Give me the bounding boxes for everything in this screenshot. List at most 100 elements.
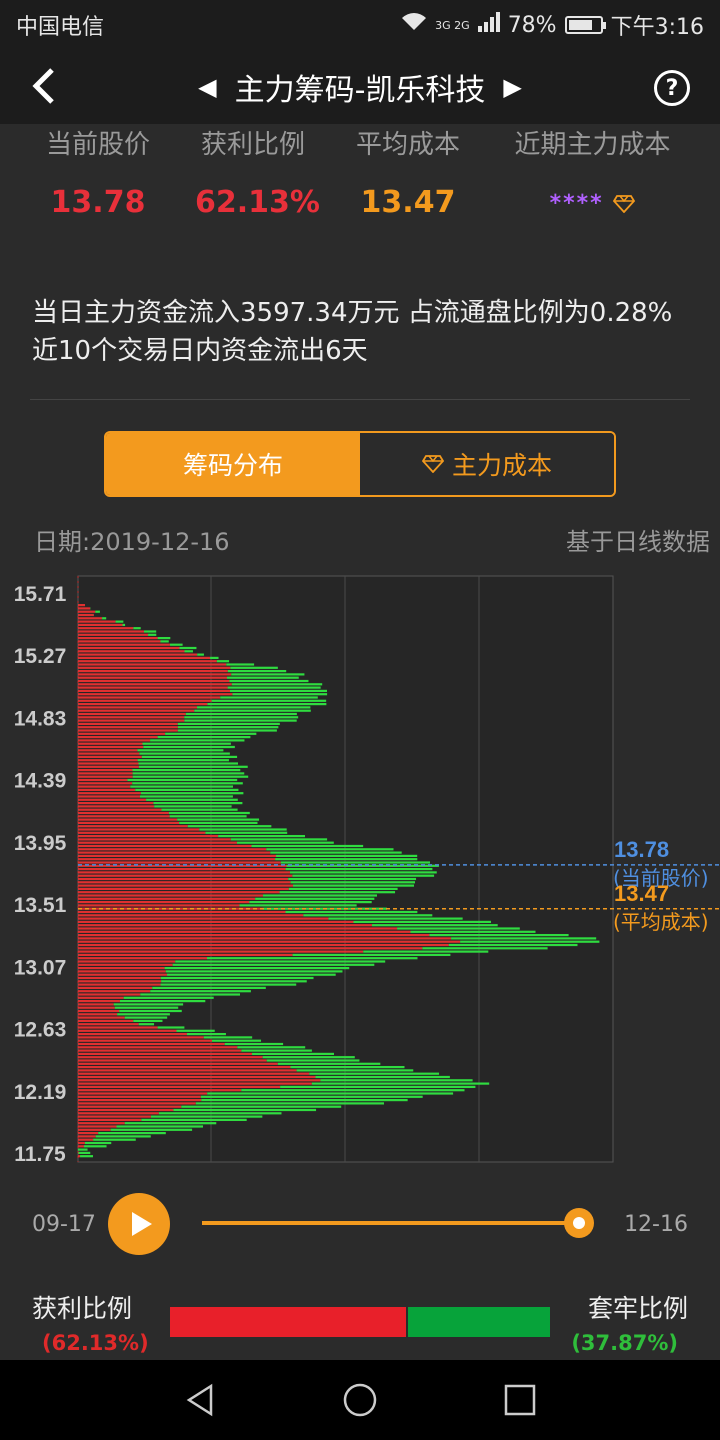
trapped-chip-bar (148, 633, 157, 636)
battery-icon (564, 16, 606, 34)
trapped-chip-bar (270, 851, 402, 854)
stat-value: **** (505, 191, 680, 216)
profit-chip-bar (78, 1132, 99, 1135)
trapped-chip-bar (117, 1013, 170, 1016)
trapped-chip-bar (172, 963, 375, 966)
timeline-end-date: 12-16 (624, 1212, 688, 1237)
profit-chip-bar (78, 1026, 158, 1029)
profit-chip-bar (78, 782, 133, 785)
profit-chip-bar (78, 835, 219, 838)
profit-chip-bar (78, 1095, 201, 1098)
trapped-chip-bar (179, 821, 258, 824)
profit-chip-bar (78, 808, 162, 811)
trapped-chip-bar (181, 1105, 342, 1108)
trapped-chip-bar (84, 1141, 112, 1145)
nav-back-icon[interactable] (183, 1383, 217, 1417)
trapped-chip-bar (132, 769, 241, 772)
status-icons: 3G 2G 78% 下午3:16 (401, 9, 704, 41)
trapped-chip-bar (140, 795, 233, 798)
trapped-chip-bar (241, 1049, 312, 1052)
timeline-slider-handle[interactable] (564, 1208, 594, 1238)
profit-chip-bar (78, 732, 166, 735)
slider-handle-dot (573, 1217, 585, 1229)
help-icon[interactable]: ? (654, 70, 690, 106)
trapped-chip-bar (144, 630, 157, 633)
stat-recent-main-cost[interactable]: 近期主力成本 **** (505, 124, 680, 216)
trapped-chip-bar (177, 818, 260, 821)
profit-chip-bar (78, 749, 138, 752)
play-button[interactable] (108, 1193, 170, 1255)
profit-chip-bar (78, 610, 96, 613)
profit-chip-bar (78, 775, 133, 778)
profit-ratio-label: 获利比例 (32, 1294, 133, 1323)
timeline-slider-track[interactable] (202, 1221, 580, 1225)
profit-chip-bar (78, 1062, 278, 1065)
nav-home-icon[interactable] (343, 1383, 377, 1417)
trapped-chip-bar (150, 1115, 263, 1118)
trapped-chip-bar (451, 937, 597, 940)
trapped-chip-bar (137, 749, 224, 752)
trapped-chip-bar (168, 811, 250, 815)
signal-icon (477, 12, 500, 38)
prev-stock-icon[interactable]: ◀ (198, 73, 217, 101)
tab-main-cost[interactable]: 主力成本 (360, 433, 614, 495)
profit-chip-bar (78, 742, 143, 745)
chip-distribution-chart: 15.71 15.27 14.83 14.39 13.95 13.51 13.07 12.63… (14, 575, 720, 1166)
profit-chip-bar (78, 736, 158, 739)
trapped-chip-bar (280, 1085, 476, 1088)
diamond-icon (421, 455, 444, 473)
trapped-chip-bar (194, 709, 311, 712)
trapped-chip-bar (157, 1026, 185, 1029)
trapped-chip-bar (277, 1062, 381, 1065)
trapped-chip-bar (229, 679, 309, 683)
profit-chip-bar (78, 772, 133, 775)
back-icon[interactable] (30, 66, 56, 116)
profit-chip-bar (78, 848, 267, 851)
trapped-chip-bar (227, 676, 299, 679)
profit-chip-bar (78, 660, 217, 663)
view-tabs: 筹码分布 主力成本 (104, 431, 616, 497)
profit-chip-bar (78, 1099, 202, 1102)
trapped-chip-bar (315, 1075, 450, 1079)
profit-chip-bar (78, 1155, 81, 1158)
profit-chip-bar (78, 831, 206, 834)
trapped-chip-bar (123, 996, 214, 999)
nav-recents-icon[interactable] (503, 1383, 537, 1417)
profit-chip-bar (78, 864, 287, 867)
profit-chip-bar (78, 970, 166, 973)
profit-chip-bar (78, 825, 188, 828)
profit-chip-bar (78, 739, 151, 742)
profit-chip-bar (78, 940, 461, 943)
status-bar: 中国电信 3G 2G 78% 下午3:16 (0, 0, 720, 50)
profit-chip-bar (78, 818, 178, 821)
trapped-chip-bar (95, 610, 100, 613)
trapped-chip-bar (177, 722, 280, 725)
y-tick-label: 14.39 (14, 770, 67, 793)
profit-chip-bar (78, 646, 180, 650)
trapped-chip-bar (110, 1128, 193, 1131)
trapped-chip-bar (286, 864, 439, 867)
y-tick-label: 12.19 (14, 1081, 67, 1104)
trapped-chip-bar (140, 792, 244, 795)
profit-chip-bar (78, 996, 124, 999)
profit-chip-bar (78, 891, 280, 894)
trapped-chip-bar (153, 802, 243, 805)
profit-chip-bar (78, 957, 207, 960)
trapped-chip-bar (135, 788, 239, 791)
profit-chip-bar (78, 633, 149, 636)
next-stock-icon[interactable]: ▶ (503, 73, 522, 101)
trapped-chip-bar (184, 719, 297, 722)
profit-chip-bar (78, 765, 139, 768)
tab-chip-distribution[interactable]: 筹码分布 (106, 433, 360, 495)
profit-chip-bar (78, 1092, 208, 1095)
profit-chip-bar (78, 673, 232, 676)
trapped-chip-bar (199, 828, 287, 831)
trapped-chip-bar (230, 838, 328, 841)
profit-chip-bar (78, 1105, 182, 1108)
trapped-chip-bar (146, 798, 238, 801)
trapped-chip-bar (132, 775, 249, 778)
trapped-chip-bar (251, 844, 364, 848)
profit-chip-bar (78, 630, 144, 633)
profit-chip-bar (78, 1135, 96, 1138)
trapped-chip-bar (141, 755, 238, 758)
